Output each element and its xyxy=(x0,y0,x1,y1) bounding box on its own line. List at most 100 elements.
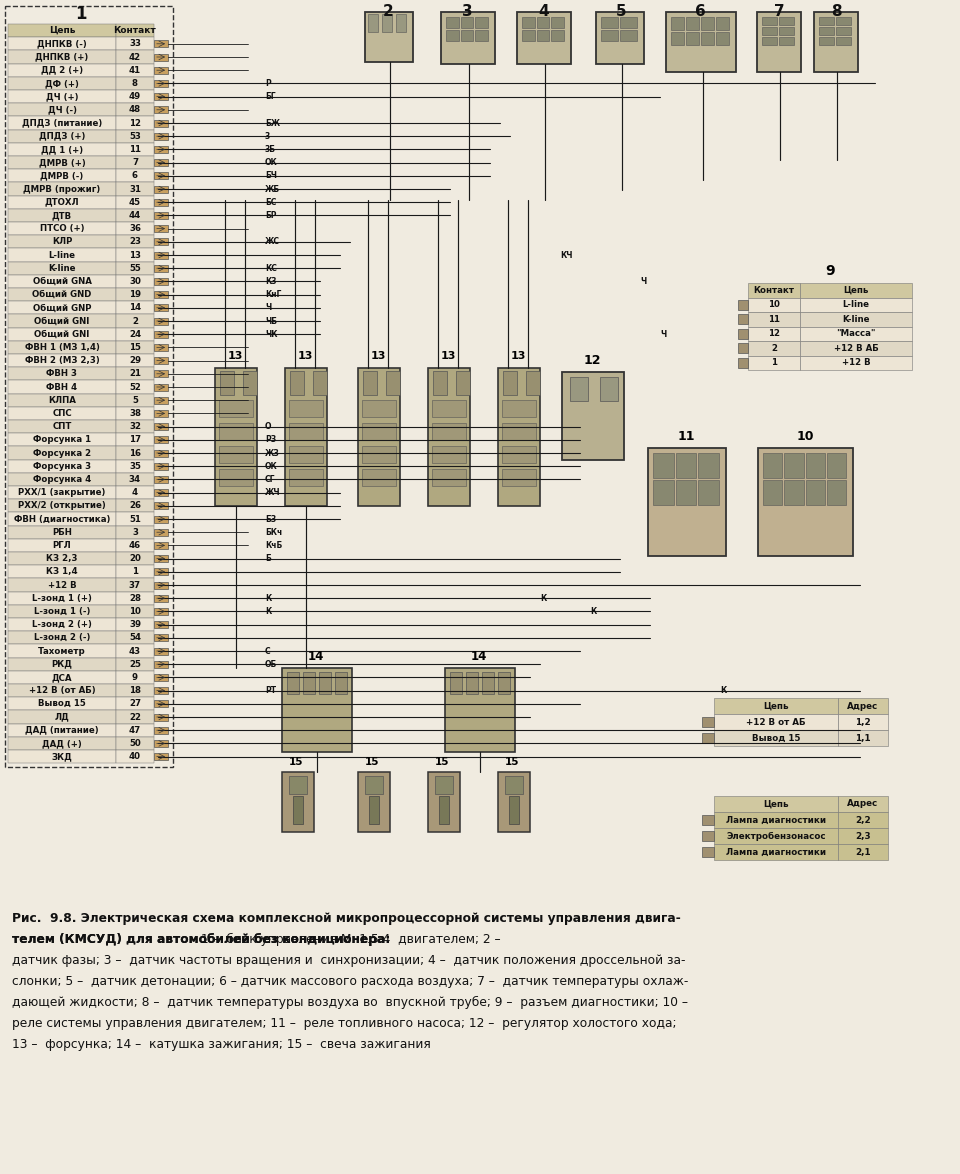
Text: Форсунка 3: Форсунка 3 xyxy=(33,461,91,471)
Bar xyxy=(763,453,782,478)
Bar xyxy=(116,486,154,499)
Text: 13: 13 xyxy=(441,351,456,360)
Text: БЗ: БЗ xyxy=(265,514,276,524)
Text: 1: 1 xyxy=(771,358,777,367)
Text: 12: 12 xyxy=(584,353,601,366)
Bar xyxy=(154,93,168,100)
Bar xyxy=(8,473,116,486)
Bar xyxy=(116,539,154,552)
Bar xyxy=(8,76,116,90)
Bar xyxy=(282,668,352,753)
Text: Вывод 15: Вывод 15 xyxy=(752,734,801,742)
Text: 1: 1 xyxy=(132,567,138,576)
Bar xyxy=(362,423,396,440)
Bar xyxy=(154,397,168,404)
Bar xyxy=(335,672,347,694)
Text: ДАД (+): ДАД (+) xyxy=(42,738,82,748)
Text: ПТСО (+): ПТСО (+) xyxy=(39,224,84,234)
Bar xyxy=(8,710,116,723)
Text: +12 В (от АБ): +12 В (от АБ) xyxy=(29,686,95,695)
Text: 14: 14 xyxy=(470,649,487,662)
Text: КЗ 1,4: КЗ 1,4 xyxy=(46,567,78,576)
Text: БГ: БГ xyxy=(265,92,276,101)
Bar xyxy=(502,446,536,463)
Bar xyxy=(653,453,674,478)
Bar xyxy=(154,173,168,180)
Text: 11: 11 xyxy=(129,144,141,154)
Bar xyxy=(289,776,307,794)
Bar xyxy=(714,714,838,730)
Bar xyxy=(313,371,327,394)
Bar xyxy=(116,632,154,645)
Bar xyxy=(819,16,834,25)
Text: 52: 52 xyxy=(129,383,141,391)
Bar xyxy=(154,185,168,193)
Bar xyxy=(289,446,323,463)
Text: Лампа диагностики: Лампа диагностики xyxy=(726,816,826,824)
Text: 28: 28 xyxy=(129,594,141,602)
Bar xyxy=(8,129,116,143)
Text: 6: 6 xyxy=(132,171,138,181)
Bar xyxy=(8,723,116,737)
Bar xyxy=(8,235,116,249)
Text: ДМРВ (+): ДМРВ (+) xyxy=(38,158,85,167)
Bar xyxy=(537,16,549,28)
Bar xyxy=(154,264,168,271)
Text: БКч: БКч xyxy=(265,527,282,537)
Text: РХХ/1 (закрытие): РХХ/1 (закрытие) xyxy=(18,488,106,497)
Text: 2: 2 xyxy=(383,4,394,19)
Bar xyxy=(522,31,535,41)
Text: 13: 13 xyxy=(129,250,141,259)
Bar xyxy=(116,499,154,512)
Text: 6: 6 xyxy=(695,4,706,19)
Text: 12: 12 xyxy=(768,329,780,338)
Bar xyxy=(738,343,748,353)
Text: ФВН 3: ФВН 3 xyxy=(46,370,78,378)
Bar xyxy=(319,672,331,694)
Text: ДНПКВ (-): ДНПКВ (-) xyxy=(37,39,86,48)
Text: дающей жидкости; 8 –  датчик температуры воздуха во  впускной трубе; 9 –  разъем: дающей жидкости; 8 – датчик температуры … xyxy=(12,996,688,1010)
Text: 18: 18 xyxy=(129,686,141,695)
Bar xyxy=(838,699,888,714)
Bar xyxy=(116,103,154,116)
Bar xyxy=(8,499,116,512)
Text: L-зонд 2 (-): L-зонд 2 (-) xyxy=(34,633,90,642)
Bar xyxy=(154,331,168,338)
Bar xyxy=(154,211,168,218)
Bar xyxy=(8,645,116,657)
Bar xyxy=(8,38,116,50)
Text: О: О xyxy=(265,423,272,431)
Bar xyxy=(8,552,116,565)
Bar xyxy=(836,16,851,25)
Bar xyxy=(702,831,714,841)
Text: 43: 43 xyxy=(129,647,141,655)
Text: 27: 27 xyxy=(129,700,141,708)
Bar xyxy=(716,32,729,45)
Text: Лампа диагностики: Лампа диагностики xyxy=(726,848,826,857)
Text: ОБ: ОБ xyxy=(265,660,277,669)
Bar xyxy=(154,687,168,694)
Bar xyxy=(8,446,116,459)
Bar xyxy=(814,12,858,72)
Bar xyxy=(762,16,777,25)
Bar xyxy=(8,750,116,763)
Text: Форсунка 1: Форсунка 1 xyxy=(33,436,91,444)
Text: 2: 2 xyxy=(132,317,138,325)
Bar xyxy=(116,657,154,670)
Bar xyxy=(620,31,637,41)
Bar xyxy=(396,14,406,32)
Text: ДПДЗ (питание): ДПДЗ (питание) xyxy=(22,119,102,128)
Text: РТ: РТ xyxy=(265,686,276,695)
Bar xyxy=(116,512,154,526)
Bar xyxy=(8,420,116,433)
Bar xyxy=(671,16,684,31)
Text: СПТ: СПТ xyxy=(52,423,72,431)
Text: 41: 41 xyxy=(129,66,141,75)
Bar xyxy=(762,38,777,45)
Text: 2,3: 2,3 xyxy=(855,831,871,841)
Bar xyxy=(517,12,571,65)
Bar xyxy=(116,143,154,156)
Text: 25: 25 xyxy=(129,660,141,669)
Text: 17: 17 xyxy=(129,436,141,444)
Text: ФВН 2 (МЗ 2,3): ФВН 2 (МЗ 2,3) xyxy=(25,356,100,365)
